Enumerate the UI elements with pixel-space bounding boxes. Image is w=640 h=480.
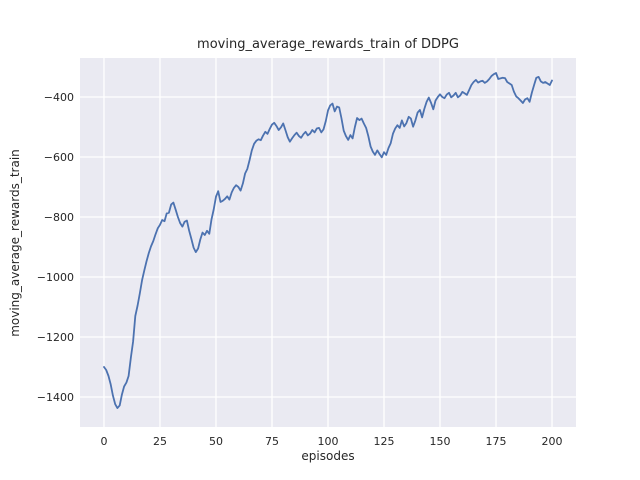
x-tick-label: 175 — [486, 435, 507, 448]
y-tick-label: −1400 — [37, 391, 74, 404]
x-tick-label: 200 — [542, 435, 563, 448]
x-tick-label: 125 — [374, 435, 395, 448]
chart-title: moving_average_rewards_train of DDPG — [197, 37, 459, 52]
y-tick-label: −1200 — [37, 331, 74, 344]
x-tick-label: 150 — [430, 435, 451, 448]
y-tick-label: −1000 — [37, 271, 74, 284]
x-axis-label: episodes — [301, 449, 355, 463]
line-series — [103, 72, 553, 410]
x-tick-label: 25 — [153, 435, 167, 448]
x-tick-label: 50 — [209, 435, 223, 448]
y-tick-label: −800 — [44, 211, 74, 224]
x-tick-label: 75 — [265, 435, 279, 448]
y-axis-label: moving_average_rewards_train — [8, 149, 22, 337]
y-tick-label: −600 — [44, 151, 74, 164]
x-tick-label: 100 — [318, 435, 339, 448]
y-tick-label: −400 — [44, 91, 74, 104]
x-tick-label: 0 — [100, 435, 107, 448]
